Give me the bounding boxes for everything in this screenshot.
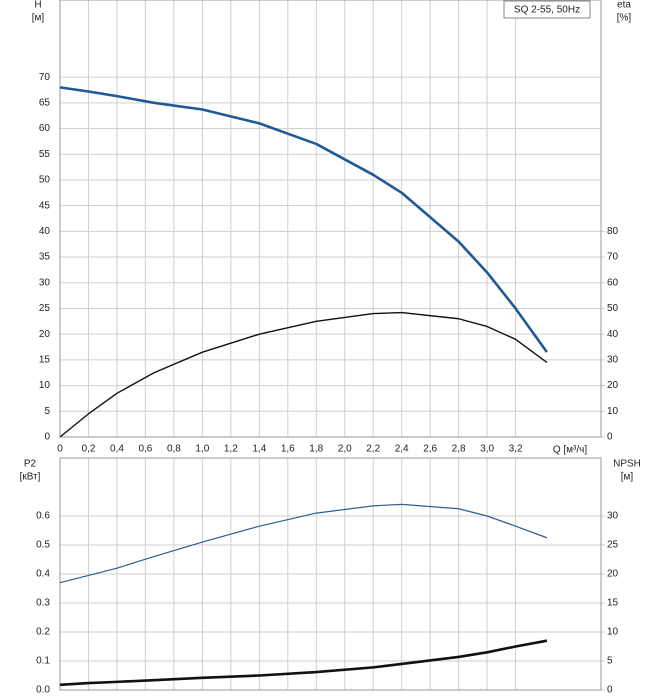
- y-tick-label: 20: [39, 329, 51, 340]
- x-tick-label: 2,2: [366, 444, 380, 455]
- y2-tick-label: 10: [607, 406, 619, 417]
- x-tick-label: 1,0: [195, 444, 209, 455]
- y2-tick-label: 0: [607, 432, 613, 443]
- y-tick-label: 0.6: [36, 511, 50, 522]
- curve-eta: [59, 311, 548, 438]
- x-tick-label: 1,4: [252, 444, 266, 455]
- y2-tick-label: 30: [607, 511, 619, 522]
- y2-tick-label: 20: [607, 569, 619, 580]
- y-tick-label: 0.1: [36, 656, 50, 667]
- y-axis-unit: [кВт]: [20, 472, 41, 483]
- title-box: [503, 0, 591, 19]
- y2-axis-unit: [м]: [621, 472, 634, 483]
- x-axis-label: Q [м³/ч]: [553, 445, 588, 456]
- y2-axis-unit: [%]: [617, 13, 632, 24]
- x-tick-label: 3,0: [480, 444, 494, 455]
- y-tick-label: 0.0: [36, 685, 50, 696]
- y-tick-label: 50: [39, 175, 51, 186]
- curve-h: [59, 86, 548, 353]
- x-tick-label: 2,8: [452, 444, 466, 455]
- y-axis-label: P2: [24, 459, 37, 470]
- x-tick-label: 0,4: [110, 444, 124, 455]
- x-tick-label: 2,0: [338, 444, 352, 455]
- curve-npsh: [59, 639, 548, 687]
- x-tick-label: 0,8: [167, 444, 181, 455]
- x-tick-label: 2,6: [423, 444, 437, 455]
- y2-tick-label: 80: [607, 226, 619, 237]
- y-tick-label: 0.4: [36, 569, 50, 580]
- y2-tick-label: 60: [607, 277, 619, 288]
- y2-tick-label: 10: [607, 627, 619, 638]
- y-axis-unit: [м]: [32, 13, 45, 24]
- x-tick-label: 1,6: [281, 444, 295, 455]
- curve-p2: [59, 503, 548, 584]
- y-tick-label: 45: [39, 200, 51, 211]
- y2-tick-label: 15: [607, 598, 619, 609]
- y-axis-label: H: [34, 0, 41, 11]
- y2-tick-label: 50: [607, 303, 619, 314]
- y-tick-label: 15: [39, 355, 51, 366]
- y-tick-label: 35: [39, 252, 51, 263]
- y2-tick-label: 0: [607, 685, 613, 696]
- y-tick-label: 30: [39, 277, 51, 288]
- x-tick-label: 3,2: [509, 444, 523, 455]
- y-tick-label: 0.2: [36, 627, 50, 638]
- chart-title: SQ 2-55, 50Hz: [514, 5, 580, 16]
- x-tick-label: 0: [57, 444, 63, 455]
- y2-tick-label: 70: [607, 252, 619, 263]
- y2-tick-label: 5: [607, 656, 613, 667]
- x-tick-label: 2,4: [395, 444, 409, 455]
- y-tick-label: 60: [39, 123, 51, 134]
- y2-axis-label: NPSH: [613, 459, 641, 470]
- y-tick-label: 0.5: [36, 540, 50, 551]
- y2-axis-label: eta: [617, 0, 631, 11]
- x-tick-label: 0,2: [82, 444, 96, 455]
- y-tick-label: 55: [39, 149, 51, 160]
- y-tick-label: 5: [44, 406, 50, 417]
- y-tick-label: 0.3: [36, 598, 50, 609]
- plot-frame: [59, 0, 602, 438]
- y2-tick-label: 30: [607, 355, 619, 366]
- y-tick-label: 70: [39, 72, 51, 83]
- y2-tick-label: 40: [607, 329, 619, 340]
- y2-tick-label: 25: [607, 540, 619, 551]
- x-tick-label: 1,2: [224, 444, 238, 455]
- y-tick-label: 0: [44, 432, 50, 443]
- y-tick-label: 25: [39, 303, 51, 314]
- y-tick-label: 65: [39, 97, 51, 108]
- plot-frame: [59, 457, 602, 691]
- x-tick-label: 1,8: [309, 444, 323, 455]
- y-tick-label: 40: [39, 226, 51, 237]
- x-tick-label: 0,6: [138, 444, 152, 455]
- y2-tick-label: 20: [607, 380, 619, 391]
- y-tick-label: 10: [39, 380, 51, 391]
